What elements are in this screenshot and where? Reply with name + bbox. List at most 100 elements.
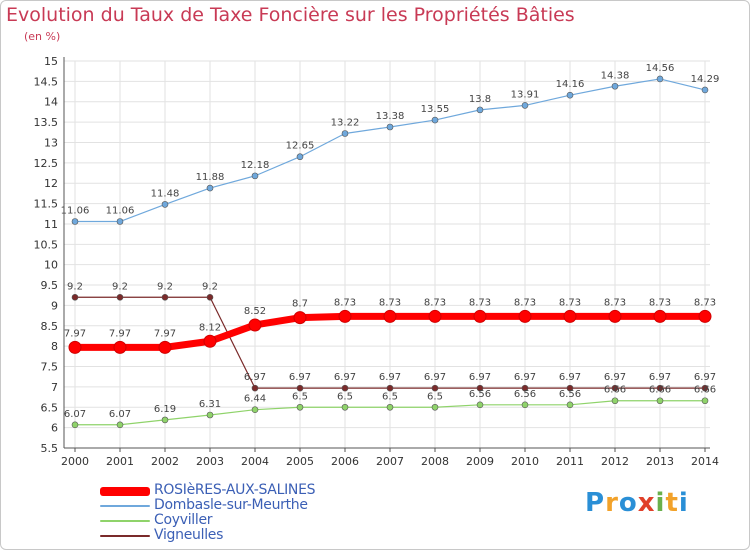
data-point xyxy=(386,123,394,131)
chart-title: Evolution du Taux de Taxe Foncière sur l… xyxy=(6,4,575,26)
y-tick-label: 8.5 xyxy=(41,320,59,333)
data-point xyxy=(251,172,259,180)
data-label: 13.91 xyxy=(511,89,540,100)
data-label: 8.73 xyxy=(334,297,356,308)
y-tick-label: 11 xyxy=(44,218,58,231)
legend-label: Vigneulles xyxy=(154,527,224,543)
data-point xyxy=(653,309,667,323)
logo-letter: x xyxy=(637,488,656,518)
x-tick-label: 2010 xyxy=(511,455,539,468)
data-label: 6.97 xyxy=(289,372,311,383)
x-tick-label: 2003 xyxy=(196,455,224,468)
data-label: 8.73 xyxy=(514,297,536,308)
y-tick-label: 8 xyxy=(51,340,58,353)
data-point xyxy=(521,401,529,409)
y-tick-label: 9.5 xyxy=(41,279,59,292)
y-tick-label: 7.5 xyxy=(41,361,59,374)
legend-label: ROSIèRES-AUX-SALINES xyxy=(154,482,316,498)
data-point xyxy=(341,403,349,411)
x-tick-label: 2002 xyxy=(151,455,179,468)
y-tick-label: 10 xyxy=(44,259,58,272)
x-tick-label: 2000 xyxy=(61,455,89,468)
data-point xyxy=(473,309,487,323)
data-point xyxy=(383,309,397,323)
logo-letter: r xyxy=(605,488,619,518)
data-label: 6.97 xyxy=(469,372,491,383)
data-label: 13.22 xyxy=(331,118,360,129)
data-point xyxy=(431,384,439,392)
logo-letter: o xyxy=(618,488,638,518)
data-point xyxy=(206,184,214,192)
data-point xyxy=(116,218,124,225)
data-point xyxy=(611,384,619,392)
y-tick-label: 10.5 xyxy=(34,238,59,251)
data-label: 14.16 xyxy=(556,79,585,90)
data-label: 9.2 xyxy=(67,281,83,292)
data-point xyxy=(161,201,169,208)
y-tick-label: 13 xyxy=(44,136,58,149)
y-tick-label: 14 xyxy=(44,96,58,109)
legend-label: Dombasle-sur-Meurthe xyxy=(154,497,308,513)
data-label: 13.55 xyxy=(421,104,450,115)
data-point xyxy=(293,311,307,325)
x-tick-label: 2013 xyxy=(646,455,674,468)
data-label: 6.97 xyxy=(604,372,626,383)
data-labels: 11.06 11.06 11.48 11.88 12.18 12.65 13.22 13.38… xyxy=(61,63,720,420)
data-label: 6.97 xyxy=(424,372,446,383)
data-point xyxy=(566,91,574,99)
data-label: 14.56 xyxy=(646,63,675,74)
data-label: 14.38 xyxy=(601,70,630,81)
data-point xyxy=(428,309,442,323)
data-point xyxy=(701,384,709,392)
x-tick-label: 2004 xyxy=(241,455,269,468)
data-label: 8.73 xyxy=(424,297,446,308)
data-point xyxy=(341,384,349,392)
data-point xyxy=(563,309,577,323)
data-point xyxy=(161,293,169,301)
data-point xyxy=(431,403,439,411)
data-point xyxy=(476,106,484,114)
data-label: 8.73 xyxy=(379,297,401,308)
data-label: 9.2 xyxy=(202,281,218,292)
data-label: 11.06 xyxy=(61,206,90,217)
chart-subtitle: (en %) xyxy=(24,30,61,43)
x-tick-label: 2006 xyxy=(331,455,359,468)
x-tick-label: 2008 xyxy=(421,455,449,468)
data-label: 8.73 xyxy=(604,297,626,308)
data-label: 6.07 xyxy=(64,409,86,420)
data-point xyxy=(476,401,484,409)
logo-letter: i xyxy=(655,488,666,518)
data-point xyxy=(158,340,172,354)
data-label: 7.97 xyxy=(64,328,86,339)
data-label: 12.65 xyxy=(286,141,315,152)
data-label: 6.97 xyxy=(514,372,536,383)
data-point xyxy=(71,218,79,225)
y-tick-label: 12.5 xyxy=(34,157,59,170)
data-point xyxy=(701,86,709,94)
data-label: 8.73 xyxy=(469,297,491,308)
x-tick-label: 2011 xyxy=(556,455,584,468)
y-tick-label: 6 xyxy=(51,422,58,435)
data-point xyxy=(611,397,619,405)
data-point xyxy=(608,309,622,323)
legend-swatch xyxy=(100,535,150,537)
data-point xyxy=(296,403,304,411)
data-label: 8.52 xyxy=(244,306,266,317)
y-tick-label: 11.5 xyxy=(34,198,59,211)
y-tick-label: 5.5 xyxy=(41,442,59,455)
x-axis-ticks: 2000 2001 2002 2003 2004 2005 2006 2007 2008 2009… xyxy=(61,455,719,468)
data-label: 11.88 xyxy=(196,172,225,183)
data-point xyxy=(296,384,304,392)
data-label: 6.97 xyxy=(379,372,401,383)
legend-swatch xyxy=(100,486,150,496)
data-point xyxy=(116,421,124,429)
data-point xyxy=(521,384,529,392)
x-tick-label: 2005 xyxy=(286,455,314,468)
data-label: 8.73 xyxy=(694,297,716,308)
axes xyxy=(63,57,710,452)
x-tick-label: 2001 xyxy=(106,455,134,468)
legend-label: Coyviller xyxy=(154,512,213,528)
data-label: 6.5 xyxy=(337,391,353,402)
